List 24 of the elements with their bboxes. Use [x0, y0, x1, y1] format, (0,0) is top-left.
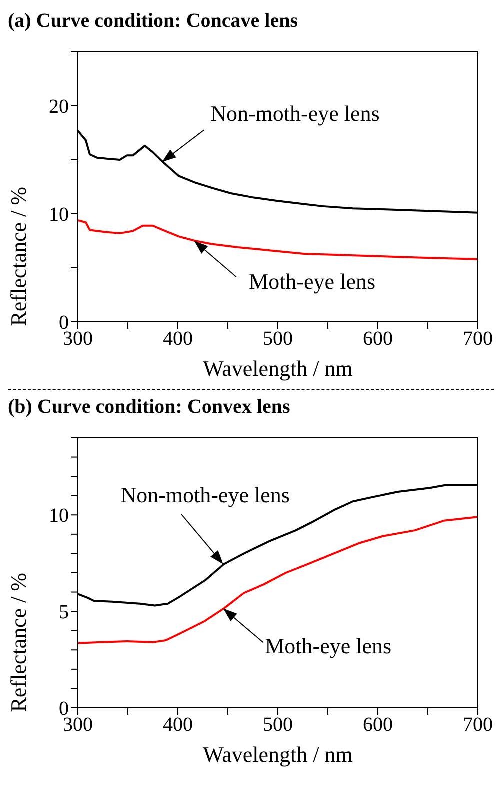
x-tick-label: 700: [463, 328, 493, 350]
x-tick-label: 300: [63, 714, 93, 736]
x-tick-label: 600: [363, 714, 393, 736]
x-axis-title: Wavelength / nm: [203, 356, 353, 381]
x-axis-title: Wavelength / nm: [203, 742, 353, 767]
annotation: Moth-eye lens: [265, 634, 392, 659]
annotation: Moth-eye lens: [249, 269, 376, 294]
x-tick-label: 500: [263, 714, 293, 736]
y-axis-title: Reflectance / %: [6, 187, 31, 326]
x-tick-label: 400: [163, 714, 193, 736]
x-tick-label: 600: [363, 328, 393, 350]
chart-title: (b) Curve condition: Convex lens: [8, 395, 292, 420]
y-tick-label: 20: [49, 96, 69, 118]
x-tick-label: 700: [463, 714, 493, 736]
x-tick-label: 300: [63, 328, 93, 350]
chart-title: (a) Curve condition: Concave lens: [8, 9, 299, 34]
y-tick-label: 10: [49, 505, 69, 528]
annotation: Non-moth-eye lens: [120, 482, 290, 508]
x-tick-label: 500: [263, 328, 293, 350]
x-tick-label: 400: [163, 328, 193, 350]
y-tick-label: 10: [49, 204, 69, 226]
annotation: Non-moth-eye lens: [210, 101, 380, 126]
y-tick-label: 5: [59, 602, 69, 624]
y-axis-title: Reflectance / %: [6, 573, 31, 712]
